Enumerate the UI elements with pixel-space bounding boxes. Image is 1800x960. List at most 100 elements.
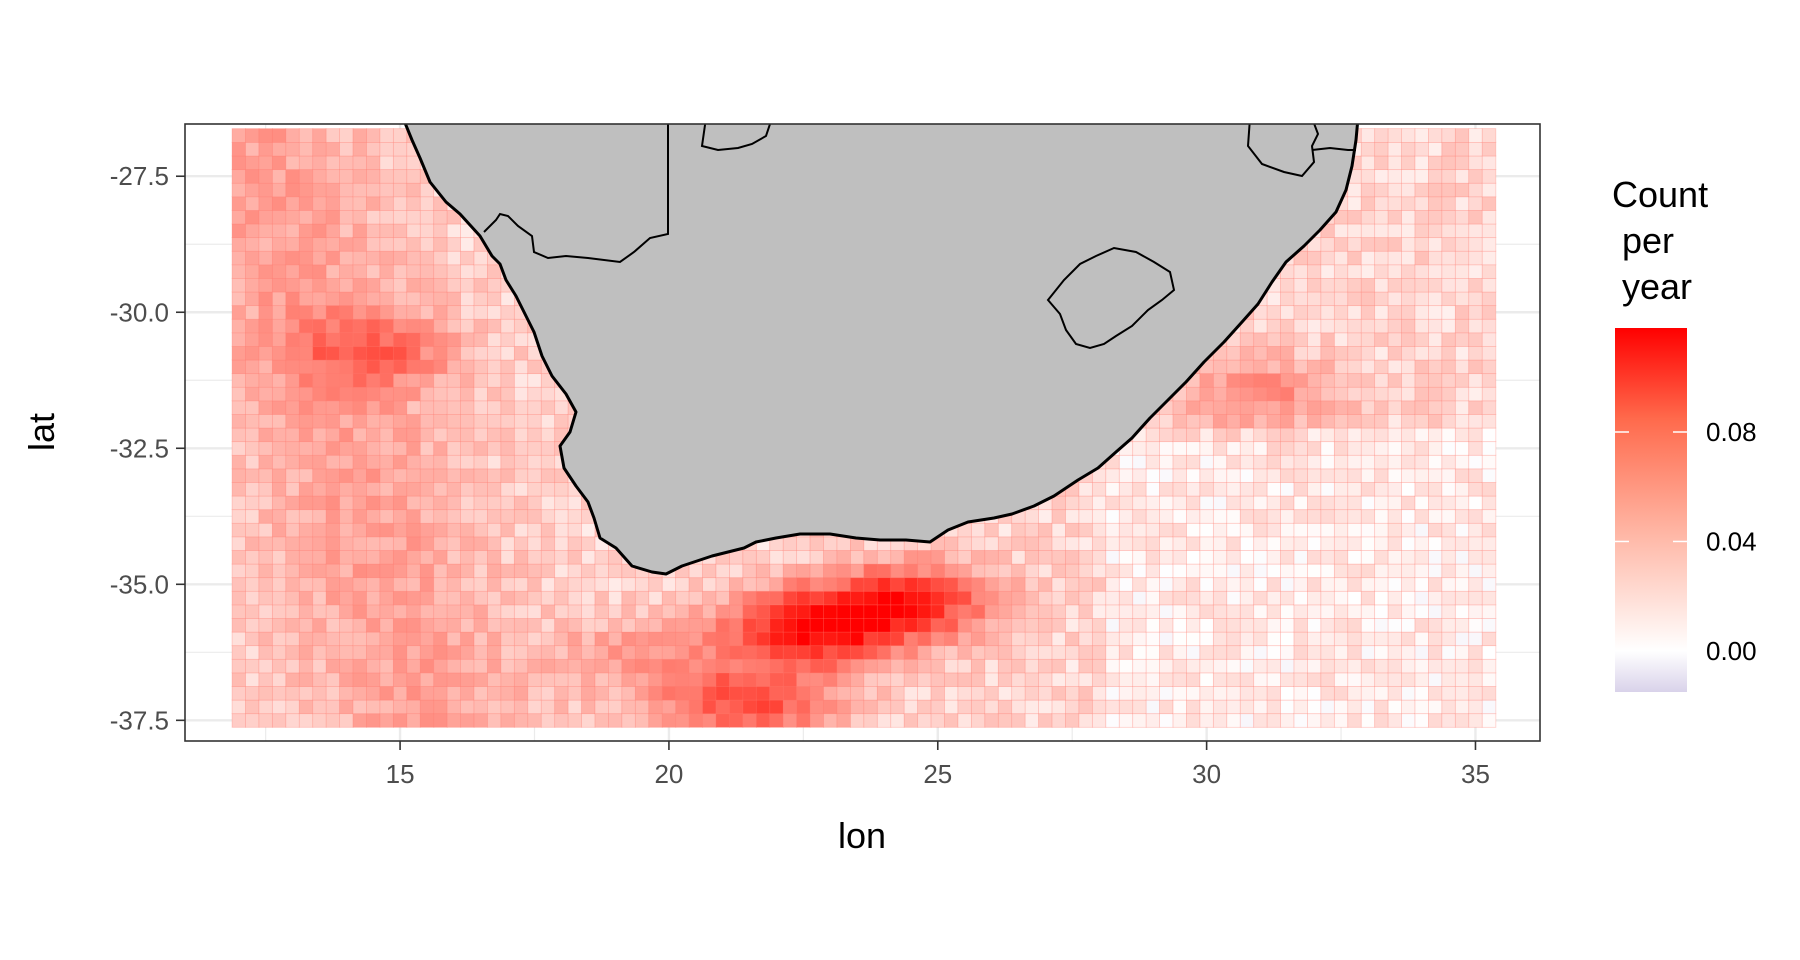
heatmap-cell — [258, 400, 273, 415]
heatmap-cell — [1172, 713, 1188, 728]
heatmap-cell — [1172, 495, 1188, 511]
heatmap-cell — [1159, 413, 1174, 429]
heatmap-cell — [513, 400, 529, 415]
heatmap-cell — [608, 604, 623, 619]
heatmap-cell — [944, 617, 959, 633]
heatmap-cell — [1212, 645, 1228, 660]
heatmap-cell — [352, 468, 368, 483]
heatmap-cell — [446, 590, 462, 606]
heatmap-cell — [419, 305, 435, 320]
heatmap-cell — [648, 577, 663, 592]
heatmap-cell — [500, 386, 515, 402]
heatmap-cell — [1428, 386, 1443, 402]
heatmap-cell — [1159, 509, 1174, 524]
heatmap-cell — [1454, 645, 1470, 660]
heatmap-cell — [1360, 169, 1376, 184]
x-tick-label: 30 — [1192, 759, 1221, 789]
heatmap-cell — [944, 536, 959, 551]
heatmap-cell — [1105, 522, 1120, 538]
heatmap-cell — [1091, 699, 1107, 715]
heatmap-cell — [1011, 522, 1026, 538]
heatmap-cell — [366, 291, 381, 307]
heatmap-cell — [487, 332, 502, 347]
heatmap-cell — [312, 345, 327, 361]
heatmap-cell — [231, 345, 247, 361]
heatmap-cell — [513, 549, 529, 565]
heatmap-cell — [1428, 658, 1443, 674]
heatmap-cell — [285, 495, 300, 511]
heatmap-cell — [1481, 223, 1497, 239]
heatmap-cell — [1414, 277, 1430, 293]
heatmap-cell — [715, 577, 731, 592]
heatmap-cell — [1253, 386, 1268, 402]
heatmap-cell — [1387, 509, 1403, 524]
heatmap-cell — [473, 509, 489, 524]
heatmap-cell — [1374, 318, 1389, 334]
heatmap-cell — [406, 413, 421, 429]
heatmap-cell — [1159, 685, 1174, 701]
heatmap-cell — [1065, 699, 1080, 715]
heatmap-cell — [1078, 495, 1093, 511]
heatmap-cell — [271, 604, 287, 619]
heatmap-cell — [1226, 549, 1241, 565]
heatmap-cell — [688, 577, 704, 592]
heatmap-cell — [594, 645, 610, 660]
heatmap-cell — [1441, 386, 1456, 402]
heatmap-cell — [1186, 400, 1201, 415]
heatmap-cell — [567, 563, 583, 579]
heatmap-cell — [540, 617, 556, 633]
heatmap-cell — [1038, 617, 1053, 633]
heatmap-cell — [1186, 386, 1201, 402]
heatmap-cell — [285, 454, 300, 470]
heatmap-cell — [433, 495, 448, 511]
heatmap-cell — [608, 685, 623, 701]
heatmap-cell — [1414, 209, 1430, 225]
heatmap-cell — [1441, 617, 1456, 633]
heatmap-cell — [271, 318, 287, 334]
heatmap-cell — [863, 631, 878, 647]
heatmap-cell — [312, 481, 327, 497]
heatmap-cell — [540, 441, 556, 456]
heatmap-cell — [352, 481, 368, 497]
heatmap-cell — [366, 658, 381, 674]
heatmap-cell — [1428, 536, 1443, 551]
heatmap-cell — [1307, 658, 1322, 674]
heatmap-cell — [245, 277, 260, 293]
heatmap-cell — [312, 699, 327, 715]
heatmap-cell — [742, 604, 757, 619]
heatmap-cell — [1374, 441, 1389, 456]
heatmap-cell — [419, 427, 435, 443]
heatmap-cell — [339, 481, 354, 497]
heatmap-cell — [581, 604, 596, 619]
heatmap-cell — [433, 427, 448, 443]
heatmap-cell — [755, 549, 771, 565]
heatmap-cell — [1360, 522, 1376, 538]
heatmap-cell — [1212, 468, 1228, 483]
heatmap-cell — [1226, 658, 1241, 674]
heatmap-cell — [823, 631, 838, 647]
heatmap-cell — [1320, 699, 1335, 715]
heatmap-cell — [231, 155, 247, 171]
heatmap-cell — [1320, 373, 1335, 388]
heatmap-cell — [621, 604, 636, 619]
heatmap-cell — [957, 645, 972, 660]
heatmap-cell — [1333, 713, 1349, 728]
heatmap-cell — [850, 604, 865, 619]
heatmap-cell — [339, 182, 354, 198]
heatmap-cell — [823, 536, 838, 551]
heatmap-cell — [419, 454, 435, 470]
heatmap-cell — [554, 563, 569, 579]
heatmap-cell — [1038, 685, 1053, 701]
heatmap-cell — [298, 413, 314, 429]
heatmap-cell — [379, 291, 394, 307]
heatmap-cell — [352, 427, 368, 443]
heatmap-cell — [850, 590, 865, 606]
heatmap-cell — [661, 672, 677, 687]
heatmap-cell — [1145, 604, 1161, 619]
heatmap-cell — [1360, 373, 1376, 388]
heatmap-cell — [567, 577, 583, 592]
heatmap-cell — [460, 563, 475, 579]
heatmap-cell — [258, 182, 273, 198]
heatmap-cell — [325, 699, 341, 715]
heatmap-cell — [258, 631, 273, 647]
